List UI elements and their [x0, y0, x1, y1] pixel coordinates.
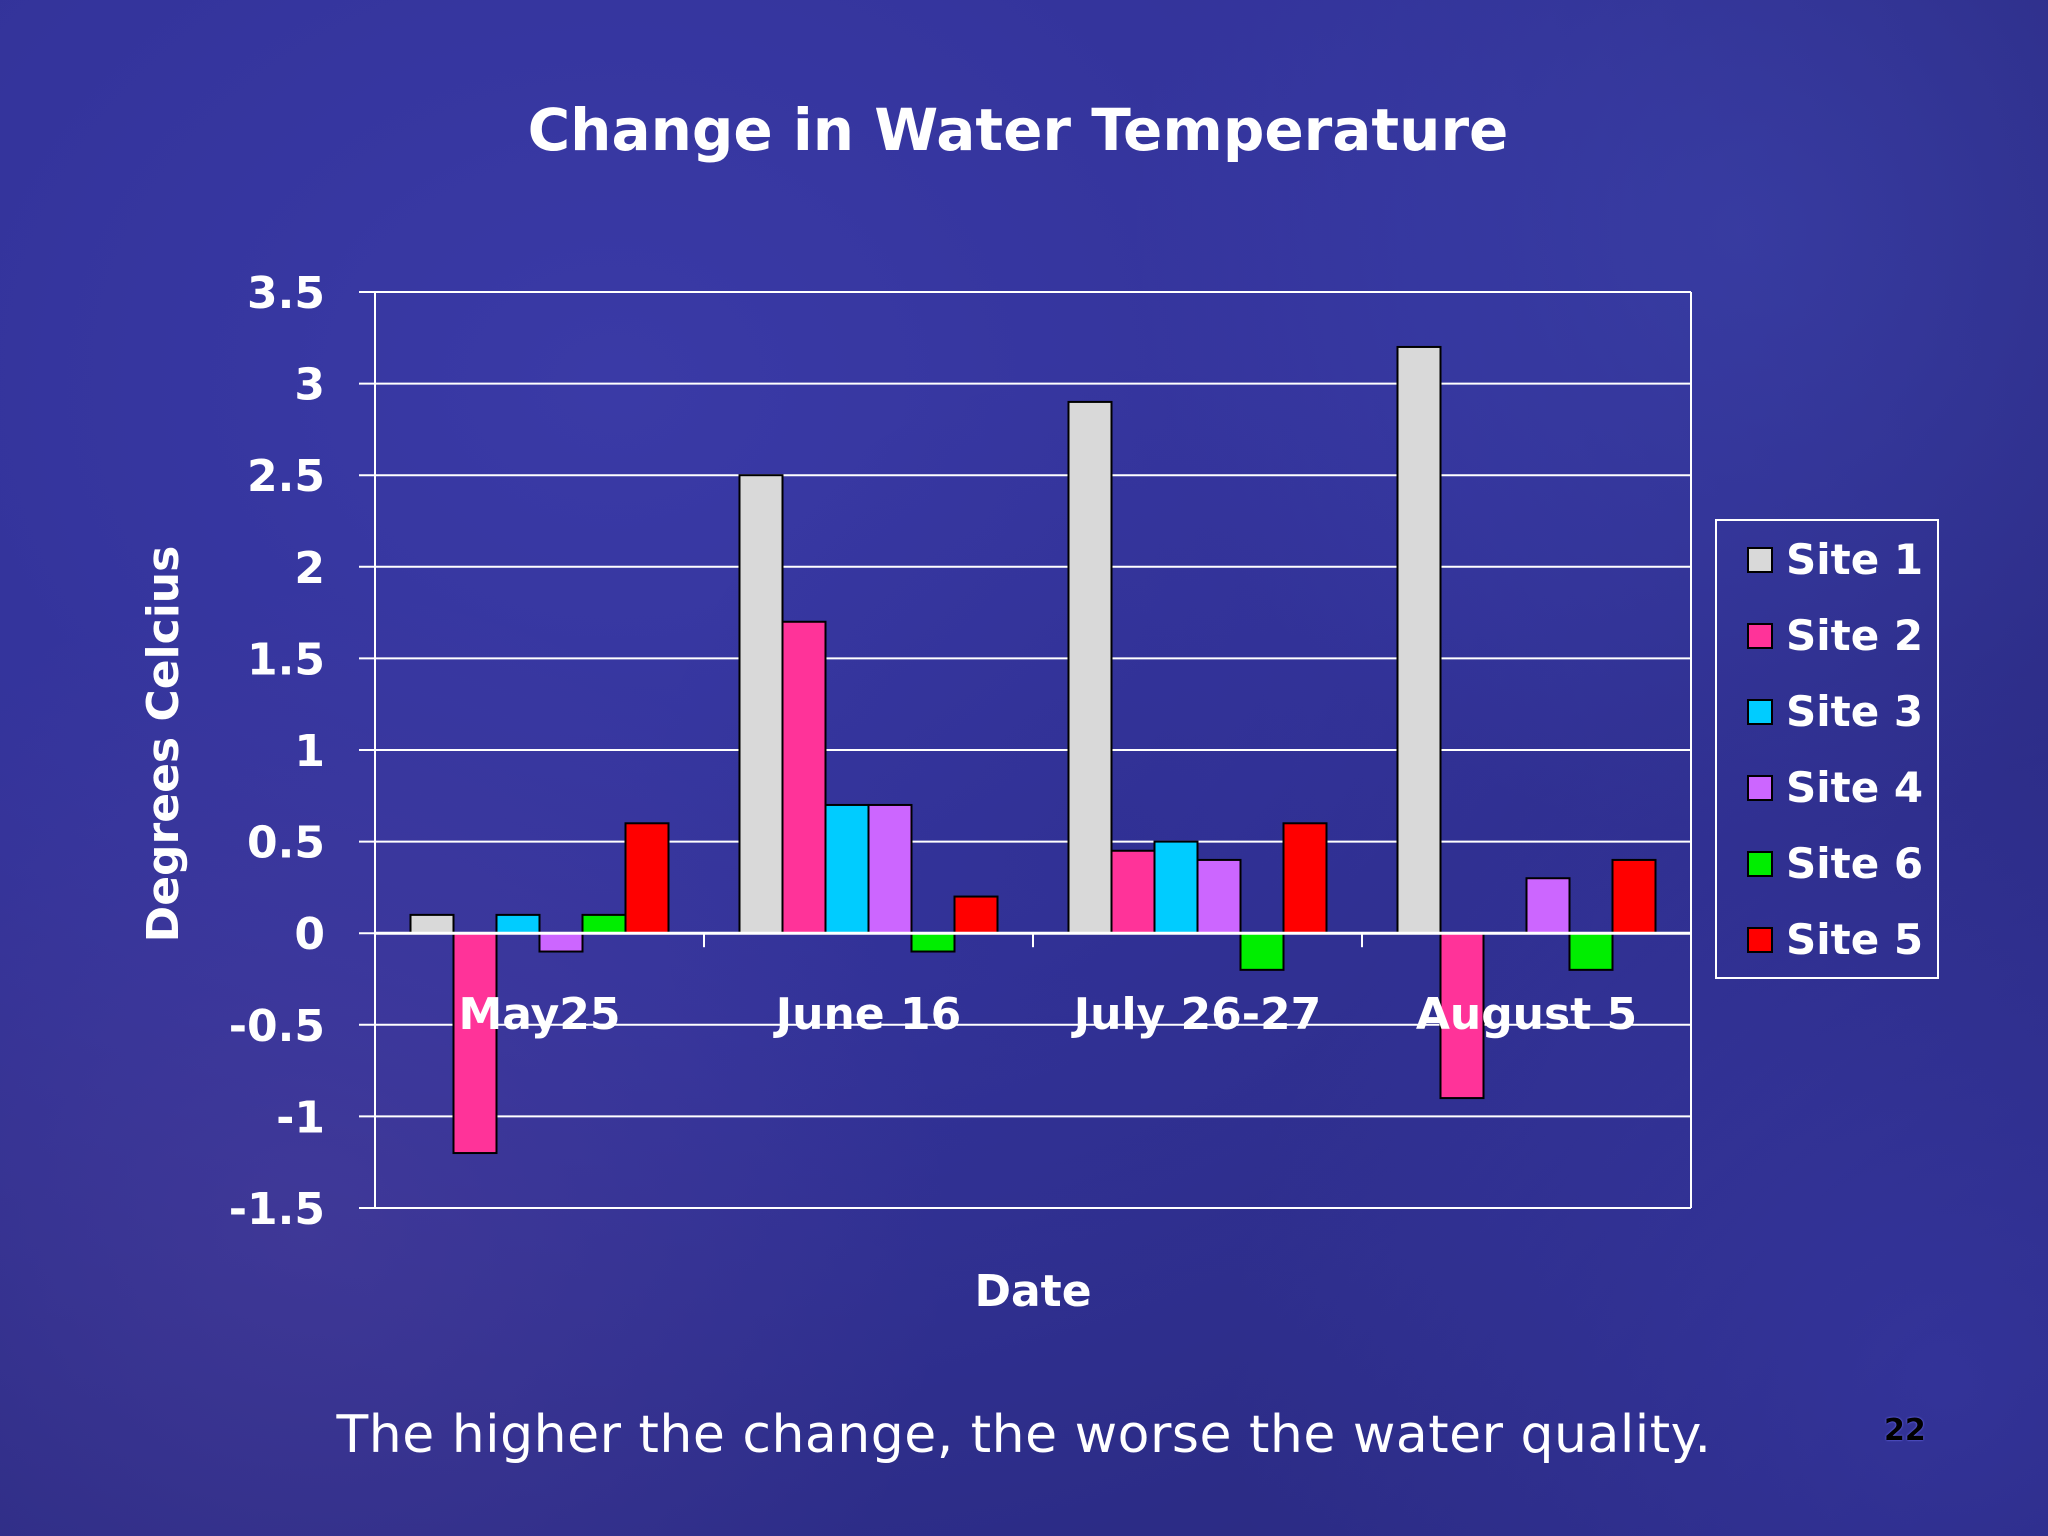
y-tick-label: 0 [294, 909, 325, 960]
bar-site-2 [781, 620, 827, 935]
legend: Site 1 Site 2 Site 3 Site 4 Site 6 Site 5 [1715, 519, 1939, 979]
slide-caption: The higher the change, the worse the wat… [336, 1405, 1712, 1465]
y-tick-label: 2.5 [247, 451, 325, 502]
y-tick-label: 3.5 [247, 268, 325, 319]
bar-site-6 [1239, 932, 1285, 971]
gridlines [359, 291, 1691, 1209]
legend-swatch [1747, 927, 1773, 953]
bar-site-4 [1196, 858, 1242, 935]
axes: 3.5 3 2.5 2 1.5 1 0.5 0 -0.5 -1 -1.5 May25 June 16 Ju… [229, 268, 1692, 1235]
bar-site-1 [409, 913, 455, 935]
bars [409, 345, 1657, 1155]
legend-label: Site 2 [1786, 611, 1923, 660]
legend-label: Site 6 [1786, 839, 1923, 888]
y-tick-label: 1.5 [247, 634, 325, 685]
legend-swatch [1747, 851, 1773, 877]
legend-box [1715, 519, 1939, 979]
legend-swatch [1747, 547, 1773, 573]
legend-swatch [1747, 699, 1773, 725]
legend-label: Site 1 [1786, 535, 1923, 584]
y-tick-label: -1 [276, 1092, 325, 1143]
bar-site-3 [1153, 840, 1199, 935]
x-axis-title: Date [974, 1266, 1091, 1317]
bar-site-4 [1525, 877, 1571, 935]
legend-label: Site 4 [1786, 763, 1923, 812]
bar-site-3 [495, 913, 541, 935]
legend-label: Site 3 [1786, 687, 1923, 736]
bar-site-2 [1110, 849, 1156, 935]
y-tick-label: 2 [294, 543, 325, 594]
x-tick-label: May25 [458, 989, 620, 1040]
bar-site-5 [624, 822, 670, 935]
bar-site-4 [538, 932, 584, 953]
bar-site-6 [1568, 932, 1614, 971]
legend-swatch [1747, 623, 1773, 649]
bar-site-1 [1067, 400, 1113, 935]
bar-site-5 [953, 895, 999, 935]
bar-site-6 [581, 913, 627, 935]
legend-label: Site 5 [1786, 915, 1923, 964]
y-tick-label: -0.5 [229, 1001, 325, 1052]
bar-site-1 [1396, 345, 1442, 935]
y-axis-title: Degrees Celcius [138, 546, 189, 943]
bar-site-2 [452, 932, 498, 1155]
y-tick-label: 1 [294, 726, 325, 777]
bar-site-3 [824, 803, 870, 935]
legend-swatch [1747, 775, 1773, 801]
chart-title: Change in Water Temperature [528, 96, 1509, 164]
bar-site-4 [867, 803, 913, 935]
x-tick-label: August 5 [1416, 989, 1637, 1040]
bar-site-6 [910, 932, 956, 953]
bar-site-1 [738, 474, 784, 935]
x-tick-label: June 16 [773, 989, 961, 1040]
y-tick-label: 0.5 [247, 818, 325, 869]
y-tick-label: 3 [294, 360, 325, 411]
y-tick-label: -1.5 [229, 1184, 325, 1235]
bar-site-5 [1611, 858, 1657, 935]
page-number: 22 [1884, 1413, 1926, 1448]
bar-site-5 [1282, 822, 1328, 935]
x-tick-label: July 26-27 [1071, 989, 1322, 1040]
